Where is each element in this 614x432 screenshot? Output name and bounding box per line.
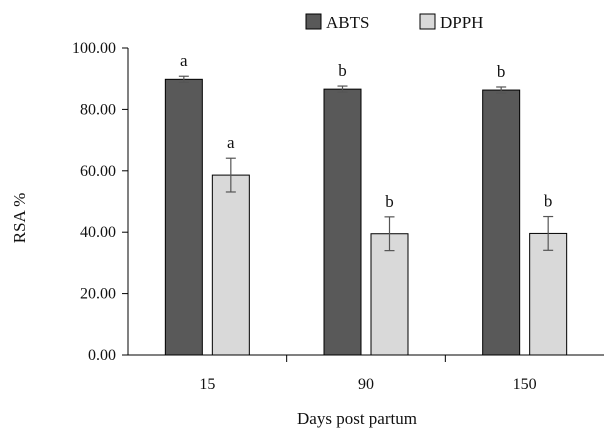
significance-label: a [180, 51, 188, 70]
y-axis: 0.00 20.00 40.00 60.00 80.00 100.00 [72, 40, 129, 364]
legend-swatch [305, 13, 322, 30]
x-tick-label: 90 [358, 376, 374, 393]
y-tick-label: 100.00 [72, 40, 116, 57]
bar [211, 174, 250, 356]
x-tick-label: 150 [513, 376, 537, 393]
legend-label: DPPH [440, 13, 483, 32]
x-tick-label: 15 [199, 376, 215, 393]
significance-label: b [544, 192, 553, 211]
legend: ABTS DPPH [305, 13, 483, 32]
bar [482, 89, 521, 356]
bar [164, 78, 203, 356]
bar [529, 232, 568, 356]
x-axis: 15 90 150 [128, 354, 604, 393]
y-axis-label: RSA % [10, 193, 29, 244]
bars: a b b a b b [164, 51, 568, 356]
significance-label: a [227, 133, 235, 152]
significance-label: b [497, 62, 506, 81]
y-tick-label: 40.00 [80, 224, 116, 241]
y-tick-label: 20.00 [80, 286, 116, 303]
x-axis-label: Days post partum [297, 409, 417, 428]
legend-swatch [419, 13, 436, 30]
legend-label: ABTS [326, 13, 369, 32]
y-tick-label: 60.00 [80, 163, 116, 180]
bar [370, 233, 409, 356]
significance-label: b [385, 192, 394, 211]
significance-label: b [338, 61, 347, 80]
y-tick-label: 0.00 [88, 347, 116, 364]
bar [323, 88, 362, 356]
y-tick-label: 80.00 [80, 101, 116, 118]
